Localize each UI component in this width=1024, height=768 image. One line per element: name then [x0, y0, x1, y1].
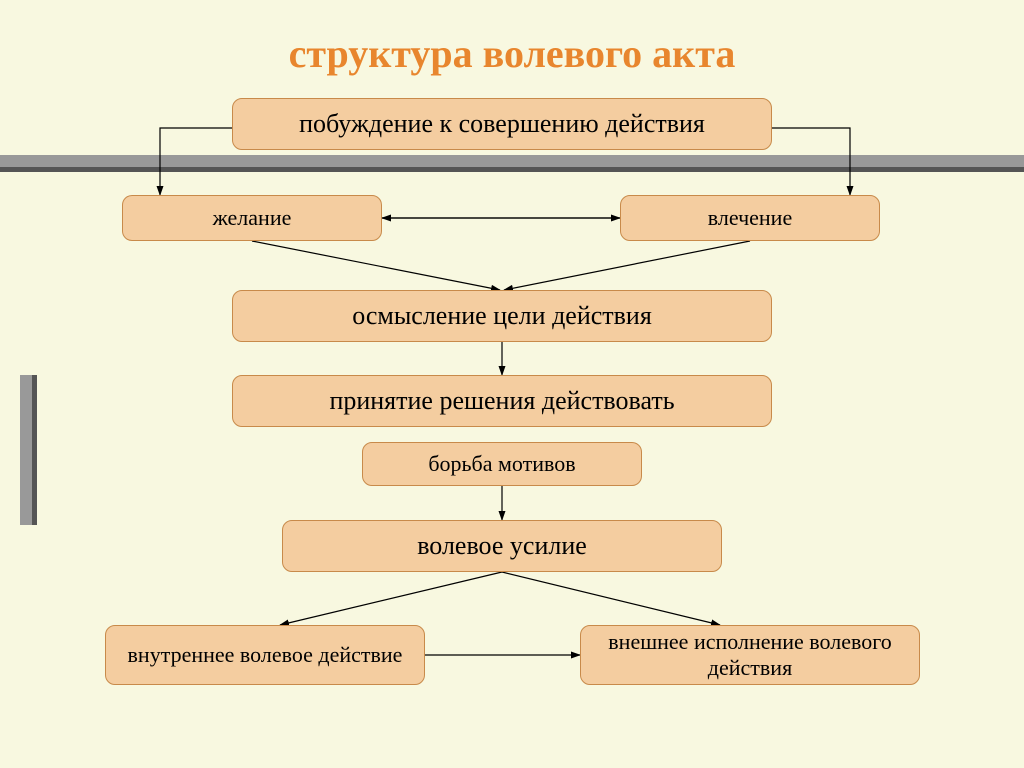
- flow-box-n2: желание: [122, 195, 382, 241]
- flow-box-n9: внешнее исполнение волевого действия: [580, 625, 920, 685]
- page-title: структура волевого акта: [0, 30, 1024, 77]
- arrow-8: [280, 572, 502, 625]
- flow-box-n7: волевое усилие: [282, 520, 722, 572]
- slide: структура волевого акта побуждение к сов…: [0, 0, 1024, 768]
- decor-vbar-shadow: [32, 375, 37, 525]
- decor-vbar: [20, 375, 32, 525]
- flow-box-n5: принятие решения действовать: [232, 375, 772, 427]
- flow-box-n1: побуждение к совершению действия: [232, 98, 772, 150]
- flow-box-n4: осмысление цели действия: [232, 290, 772, 342]
- arrow-4: [252, 241, 500, 290]
- arrow-9: [502, 572, 720, 625]
- flow-box-n3: влечение: [620, 195, 880, 241]
- arrow-5: [504, 241, 750, 290]
- decor-hbar-shadow: [0, 167, 1024, 172]
- flow-box-n6: борьба мотивов: [362, 442, 642, 486]
- flow-box-n8: внутреннее волевое действие: [105, 625, 425, 685]
- decor-hbar: [0, 155, 1024, 167]
